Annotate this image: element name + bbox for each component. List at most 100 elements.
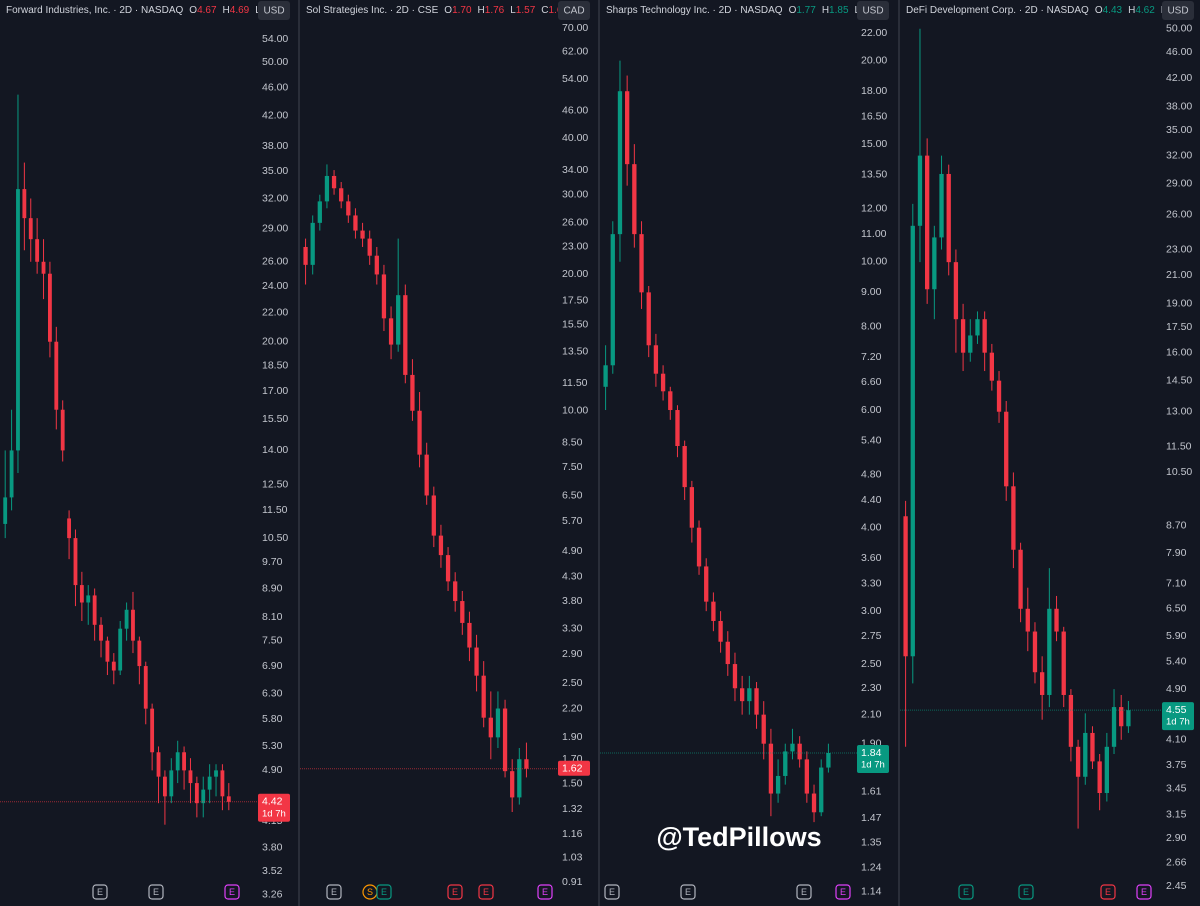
y-tick-label: 3.80 [262,842,283,854]
ohlc-value: 1.77 [796,5,816,16]
y-tick-label: 4.10 [1166,734,1187,746]
y-tick-label: 4.90 [262,764,283,776]
y-tick-label: 50.00 [1166,23,1192,35]
candle-body [156,752,161,777]
candle-body [481,675,486,718]
y-tick-label: 46.00 [1166,46,1192,58]
candle-body [1097,761,1102,794]
candle-body [317,201,322,223]
y-tick-label: 19.00 [1166,298,1192,310]
y-tick-label: 10.50 [1166,466,1192,478]
y-tick-label: 2.50 [861,658,882,670]
y-tick-label: 17.00 [262,385,288,397]
y-tick-label: 9.70 [262,556,283,568]
y-tick-label: 24.00 [262,280,288,292]
candle-body [111,661,116,671]
y-tick-label: 12.50 [262,479,288,491]
candle-body [48,273,52,342]
y-tick-label: 7.20 [861,351,882,363]
ohlc-key: O [189,5,197,16]
ohlc-key: L [510,5,516,16]
candle-body [682,446,687,488]
candle-body [374,255,379,275]
candle-body [996,380,1002,412]
y-tick-label: 23.00 [562,241,588,253]
y-tick-label: 1.16 [562,828,583,840]
candle-body [86,595,91,603]
currency-label: USD [862,6,883,17]
ohlc-key: O [1095,5,1103,16]
event-marker [376,884,392,900]
event-marker [92,884,108,900]
candle-body [73,538,78,586]
candle-body [1018,549,1023,609]
currency-box [558,1,590,20]
candle-body [28,218,33,240]
candle-body [1068,694,1074,747]
y-tick-label: 3.75 [1166,759,1187,771]
y-tick-label: 17.50 [1166,321,1192,333]
y-tick-label: 30.00 [562,188,588,200]
candle-body [453,581,458,602]
candle-body [445,555,451,582]
candle-body [201,789,206,804]
y-tick-label: 6.50 [562,489,583,501]
y-tick-label: 54.00 [262,33,288,45]
y-tick-label: 13.50 [562,346,588,358]
last-price-label: 1.62 [562,762,583,774]
candle-body [474,647,479,676]
y-tick-label: 1.14 [861,886,882,898]
event-label: E [801,887,807,897]
y-tick-label: 62.00 [562,46,588,58]
candle-body [910,225,915,657]
ohlc-value: 1.76 [485,5,505,16]
event-marker [604,884,620,900]
y-tick-label: 1.61 [861,786,882,798]
y-tick-label: 6.90 [262,660,283,672]
ohlc-key: H [478,5,485,16]
y-tick-label: 38.00 [1166,101,1192,113]
symbol-title: Sol Strategies Inc. · 2D · CSE [306,5,439,16]
ohlc-key: H [822,5,829,16]
candle-body [747,688,752,702]
candle-body [388,318,394,345]
last-price-box [857,745,889,774]
y-tick-label: 35.00 [262,165,288,177]
y-tick-label: 1.03 [562,852,583,864]
y-tick-label: 13.00 [1166,405,1192,417]
y-tick-label: 2.10 [861,708,882,720]
candle-body [653,345,659,374]
candle-body [960,319,966,353]
y-tick-label: 3.60 [861,552,882,564]
candle-body [1004,411,1009,487]
candle-body [932,237,937,290]
candle-body [775,775,781,794]
event-marker [835,884,851,900]
candle-body [194,783,199,804]
y-tick-label: 2.90 [562,648,583,660]
symbol-title: Forward Industries, Inc. · 2D · NASDAQ [6,5,183,16]
y-tick-label: 3.30 [562,623,583,635]
candle-body [1075,746,1081,777]
watermark: @TedPillows [656,822,821,852]
candle-body [502,708,508,772]
y-tick-label: 18.00 [861,85,887,97]
candle-body [804,759,809,794]
ohlc-key: C [541,5,548,16]
y-tick-label: 8.90 [262,582,283,594]
ohlc-value: 4.69 [230,5,250,16]
y-tick-label: 20.00 [562,268,588,280]
candle-body [1119,707,1124,727]
candle-body [1040,672,1045,695]
event-label: E [542,887,548,897]
y-tick-label: 6.50 [1166,603,1187,615]
y-tick-label: 6.30 [262,688,283,700]
y-tick-label: 5.40 [1166,655,1187,667]
candle-body [903,516,908,657]
y-tick-label: 14.00 [262,444,288,456]
candle-body [711,601,716,621]
candle-body [214,770,218,777]
event-marker [796,884,812,900]
y-tick-label: 2.45 [1166,880,1187,892]
y-tick-label: 5.80 [262,713,283,725]
